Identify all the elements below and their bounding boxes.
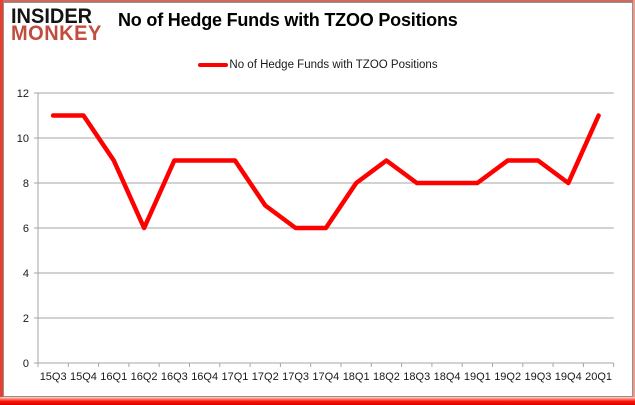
frame-edge-bottom bbox=[0, 397, 635, 405]
x-tick-label: 15Q4 bbox=[70, 371, 97, 383]
legend-label: No of Hedge Funds with TZOO Positions bbox=[229, 59, 438, 71]
hedge-funds-line-chart: 0 2 4 6 8 10 12 15Q3 15Q4 16Q1 16Q2 16Q3 16Q4 17Q1 17Q… bbox=[17, 88, 615, 383]
x-tick-label: 19Q4 bbox=[555, 371, 582, 383]
frame-edge-right bbox=[633, 0, 635, 405]
x-axis-ticks bbox=[37, 363, 615, 367]
y-tick-label: 2 bbox=[23, 313, 29, 325]
x-tick-label: 17Q1 bbox=[221, 371, 248, 383]
x-tick-label: 18Q4 bbox=[434, 371, 461, 383]
frame-edge-top bbox=[0, 0, 635, 2]
x-tick-label: 20Q1 bbox=[585, 371, 612, 383]
chart-card: INSIDER MONKEY No of Hedge Funds with TZ… bbox=[3, 2, 633, 397]
x-tick-label: 19Q3 bbox=[524, 371, 551, 383]
x-tick-label: 18Q3 bbox=[403, 371, 430, 383]
x-tick-label: 16Q4 bbox=[191, 371, 218, 383]
logo-word-insider: INSIDER bbox=[11, 4, 93, 29]
x-tick-label: 17Q2 bbox=[252, 371, 279, 383]
frame-edge-left bbox=[0, 0, 3, 405]
legend-line-swatch-icon bbox=[198, 63, 229, 67]
x-tick-label: 16Q1 bbox=[100, 371, 127, 383]
y-tick-label: 4 bbox=[23, 268, 29, 280]
y-axis-labels: 0 2 4 6 8 10 12 bbox=[17, 88, 29, 370]
series-line bbox=[50, 113, 601, 231]
gridlines bbox=[34, 92, 614, 364]
x-tick-label: 16Q3 bbox=[161, 371, 188, 383]
chart-legend: No of Hedge Funds with TZOO Positions bbox=[4, 59, 632, 71]
insider-monkey-logo: INSIDER MONKEY bbox=[11, 4, 115, 46]
x-tick-label: 19Q2 bbox=[494, 371, 521, 383]
y-tick-label: 8 bbox=[23, 178, 29, 190]
y-tick-label: 6 bbox=[23, 223, 29, 235]
x-tick-label: 16Q2 bbox=[131, 371, 158, 383]
y-tick-label: 10 bbox=[17, 133, 29, 145]
x-tick-label: 15Q3 bbox=[40, 371, 67, 383]
x-tick-label: 19Q1 bbox=[464, 371, 491, 383]
logo-word-monkey: MONKEY bbox=[11, 21, 102, 46]
x-tick-label: 18Q2 bbox=[373, 371, 400, 383]
x-axis-labels: 15Q3 15Q4 16Q1 16Q2 16Q3 16Q4 17Q1 17Q2 17Q3 17Q4… bbox=[40, 371, 612, 383]
y-tick-label: 0 bbox=[23, 358, 29, 370]
y-tick-label: 12 bbox=[17, 88, 29, 100]
x-tick-label: 17Q4 bbox=[312, 371, 339, 383]
page-title: No of Hedge Funds with TZOO Positions bbox=[118, 10, 458, 30]
x-tick-label: 17Q3 bbox=[282, 371, 309, 383]
x-tick-label: 18Q1 bbox=[343, 371, 370, 383]
